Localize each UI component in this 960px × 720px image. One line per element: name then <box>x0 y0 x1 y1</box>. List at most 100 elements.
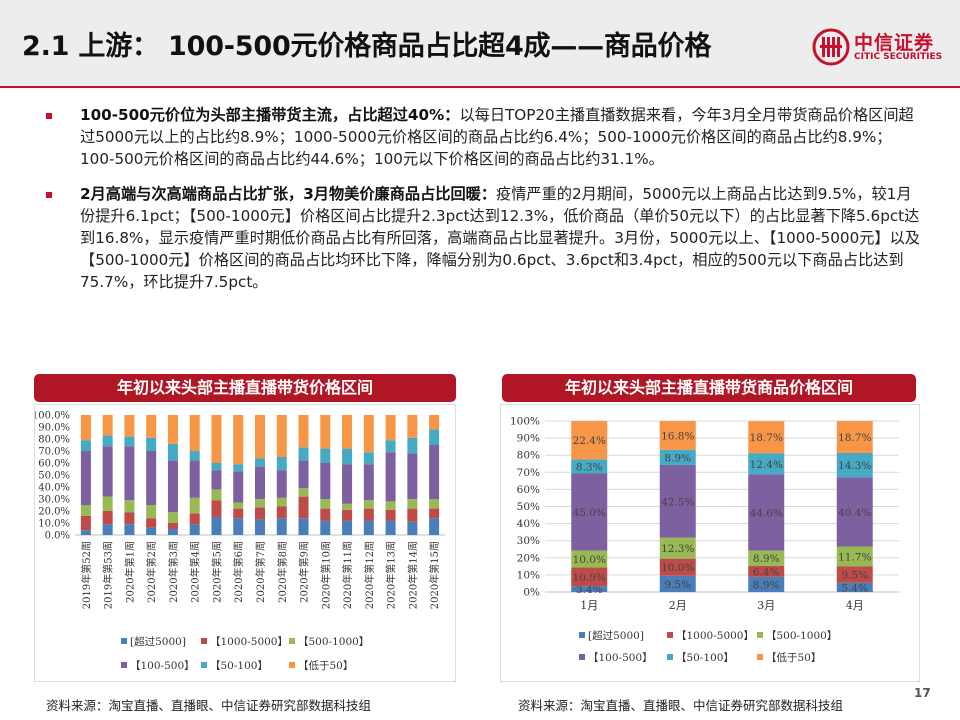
bar-segment <box>124 500 135 513</box>
bar-segment <box>298 415 309 448</box>
bar-segment <box>363 464 374 501</box>
data-label: 3.4% <box>576 584 603 596</box>
legend-label: 【1000-5000】 <box>676 630 754 642</box>
bar-segment <box>80 515 91 531</box>
bar-segment <box>124 436 135 447</box>
data-label: 8.3% <box>576 461 603 473</box>
y-tick-label: 20% <box>517 552 540 564</box>
bar-segment <box>124 415 135 437</box>
bar-segment <box>385 520 396 535</box>
bullet-heading: 100-500元价位为头部主播带货主流，占比超过40%： <box>80 106 460 124</box>
bullet-text: 疫情严重的2月期间，5000元以上商品占比达到9.5%，较1月份提升6.1pct… <box>80 184 920 292</box>
legend-swatch <box>289 638 295 644</box>
bar-segment <box>189 513 200 525</box>
page-title: 2.1 上游： 100-500元价格商品占比超4成——商品价格 <box>22 31 712 62</box>
bar-segment <box>233 415 244 465</box>
data-label: 22.4% <box>573 435 606 447</box>
y-tick-label: 90% <box>517 433 540 445</box>
bar-segment <box>255 499 265 508</box>
legend-swatch <box>757 632 763 638</box>
bar-segment <box>80 530 91 535</box>
bar-segment <box>167 415 178 444</box>
bar-segment <box>385 501 396 510</box>
y-tick-label: 70.0% <box>38 447 70 458</box>
bar-segment <box>659 537 696 559</box>
bar-segment <box>363 452 374 465</box>
bar-segment <box>189 460 200 498</box>
bar-segment <box>276 506 287 519</box>
bar-segment <box>298 460 309 489</box>
bar-segment <box>146 415 157 438</box>
x-tick-label: 2020年第3周 <box>167 541 180 603</box>
bar-segment <box>320 520 331 535</box>
bullet-heading: 2月高端与次高端商品占比扩张，3月物美价廉商品占比回暖： <box>80 184 497 203</box>
bar-segment <box>836 421 873 453</box>
legend-label: [超过5000] <box>588 629 644 642</box>
x-tick-label: 2019年第53周 <box>102 541 115 609</box>
data-label: 8.9% <box>753 579 780 591</box>
y-tick-label: 90.0% <box>38 423 70 434</box>
y-tick-label: 40.0% <box>38 483 70 494</box>
bullet-square-icon <box>46 113 52 119</box>
bar-segment <box>748 565 785 577</box>
data-label: 44.6% <box>750 507 783 519</box>
bar-segment <box>124 446 135 501</box>
data-label: 42.5% <box>661 496 694 508</box>
y-tick-label: 40% <box>517 518 540 530</box>
logo-text-zh: 中信证券 <box>854 32 935 54</box>
bar-segment <box>429 445 440 499</box>
data-label: 8.9% <box>753 553 780 565</box>
bar-segment <box>836 546 873 567</box>
y-tick-label: 0.0% <box>45 531 70 542</box>
bar-segment <box>748 576 785 592</box>
x-tick-label: 2020年第15周 <box>428 541 441 609</box>
bar-segment <box>571 473 608 551</box>
bar-segment <box>167 523 178 529</box>
y-tick-label: 60% <box>517 484 540 496</box>
bar-segment <box>276 457 287 471</box>
data-label: 10.0% <box>661 562 694 574</box>
bar-segment <box>407 508 418 522</box>
bar-segment <box>167 529 178 535</box>
bar-segment <box>189 451 200 461</box>
y-tick-label: 0% <box>523 587 540 599</box>
legend-swatch <box>201 662 207 668</box>
bar-segment <box>298 518 309 535</box>
bar-segment <box>363 415 374 453</box>
bar-segment <box>80 440 91 451</box>
legend-label: [超过5000] <box>130 635 186 648</box>
bar-segment <box>255 458 265 467</box>
bar-segment <box>363 520 374 535</box>
legend-label: 【100-500】 <box>588 652 653 664</box>
data-label: 8.9% <box>664 452 691 464</box>
bar-segment <box>320 508 331 521</box>
bar-segment <box>748 453 785 475</box>
bar-segment <box>189 524 200 535</box>
y-tick-label: 80% <box>517 450 540 462</box>
bar-segment <box>102 496 113 511</box>
citic-logo: 中信证券 CITIC SECURITIES <box>812 26 952 70</box>
legend-label: 【低于50】 <box>298 659 353 672</box>
bullet-square-icon <box>46 191 52 198</box>
bar-segment <box>659 464 696 538</box>
bar-segment <box>189 497 200 514</box>
y-tick-label: 10.0% <box>38 519 70 530</box>
y-tick-label: 20.0% <box>38 507 70 518</box>
bar-segment <box>276 470 287 498</box>
bar-segment <box>276 415 287 457</box>
bar-segment <box>211 500 222 517</box>
bar-segment <box>342 415 353 449</box>
bar-segment <box>571 459 608 474</box>
legend-swatch <box>201 638 207 644</box>
data-label: 10.0% <box>573 554 606 566</box>
y-tick-label: 30.0% <box>38 495 70 506</box>
bar-segment <box>320 463 331 499</box>
bullet-text: 以每日TOP20主播直播数据来看，今年3月全月带货商品价格区间超过5000元以上… <box>80 106 914 169</box>
data-label: 10.9% <box>573 572 606 584</box>
bullet-item: 2月高端与次高端商品占比扩张，3月物美价廉商品占比回暖：疫情严重的2月期间，50… <box>44 183 924 294</box>
left-source-note: 资料来源：淘宝直播、直播眼、中信证券研究部数据科技组 <box>46 698 372 713</box>
bar-segment <box>836 582 873 592</box>
data-label: 5.4% <box>841 582 868 594</box>
bar-segment <box>102 446 113 497</box>
bar-segment <box>233 518 244 535</box>
